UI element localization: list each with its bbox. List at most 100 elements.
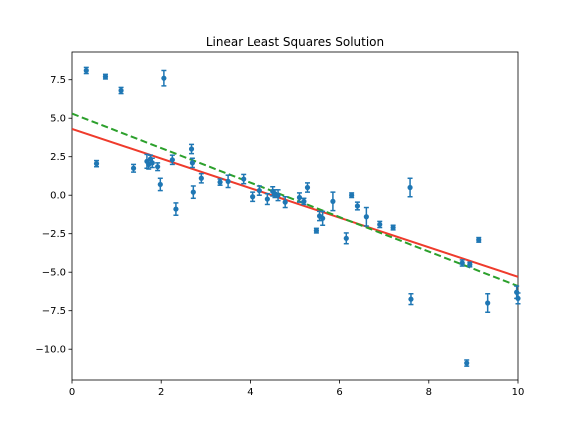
point-marker	[225, 178, 231, 184]
point-marker	[304, 184, 311, 191]
data-point	[102, 73, 109, 80]
data-point	[320, 210, 326, 226]
data-point	[275, 189, 281, 202]
data-point	[408, 293, 414, 306]
x-tick-label: 6	[336, 387, 342, 398]
data-point	[459, 259, 465, 267]
point-marker	[83, 67, 89, 74]
x-tick-label: 4	[247, 387, 253, 398]
x-tick-label: 0	[69, 387, 75, 398]
data-point	[407, 177, 413, 198]
point-marker	[330, 198, 336, 204]
point-marker	[459, 260, 465, 266]
point-marker	[149, 160, 155, 166]
plot-area	[71, 51, 519, 381]
point-marker	[241, 176, 247, 182]
point-marker	[377, 221, 383, 228]
data-point	[118, 86, 124, 95]
point-marker	[476, 237, 482, 243]
data-point	[343, 232, 349, 245]
point-marker	[93, 161, 100, 167]
y-tick-label: −10.0	[35, 345, 66, 356]
data-point	[241, 173, 247, 185]
point-marker	[169, 157, 175, 163]
point-marker	[250, 194, 256, 200]
point-marker	[190, 189, 196, 195]
y-tick-label: −7.5	[42, 306, 66, 317]
data-point	[130, 163, 137, 173]
x-tick-label: 10	[512, 387, 525, 398]
x-tick-label: 8	[426, 387, 432, 398]
data-point	[173, 202, 179, 216]
data-point	[190, 185, 196, 200]
point-marker	[188, 146, 195, 152]
point-marker	[407, 184, 413, 191]
point-marker	[256, 187, 262, 194]
data-point	[464, 359, 470, 367]
y-tick-label: −2.5	[42, 229, 66, 240]
point-marker	[155, 164, 161, 170]
point-marker	[296, 194, 303, 201]
x-axis: 0 2 4 6 8 10	[69, 380, 525, 398]
point-marker	[313, 228, 320, 234]
point-marker	[275, 192, 281, 198]
y-axis: 7.5 5.0 2.5 0.0 −2.5 −5.0 −7.5 −10.0	[35, 75, 72, 356]
data-point	[313, 227, 320, 234]
x-tick-label: 2	[158, 387, 164, 398]
data-point	[515, 292, 521, 305]
data-point	[155, 162, 161, 172]
data-point	[198, 172, 204, 184]
point-marker	[464, 360, 470, 366]
point-marker	[102, 74, 109, 80]
point-marker	[349, 192, 355, 198]
data-point	[256, 185, 262, 196]
data-point	[330, 191, 336, 212]
data-point	[282, 196, 288, 209]
data-point	[93, 159, 100, 168]
data-point	[83, 66, 89, 75]
point-marker	[157, 181, 163, 188]
data-point	[189, 157, 196, 169]
data-point	[264, 192, 270, 206]
point-marker	[390, 224, 396, 231]
data-point	[161, 69, 167, 87]
point-marker	[264, 196, 270, 202]
data-point	[304, 182, 311, 193]
point-marker	[467, 261, 473, 268]
point-marker	[130, 165, 137, 171]
point-marker	[189, 160, 196, 166]
data-point	[467, 261, 473, 268]
data-point	[296, 192, 303, 203]
chart-title: Linear Least Squares Solution	[206, 35, 384, 49]
point-marker	[485, 300, 491, 306]
data-point	[485, 293, 491, 313]
data-point	[476, 236, 482, 243]
point-marker	[515, 295, 521, 301]
point-marker	[354, 203, 361, 209]
point-marker	[343, 235, 349, 241]
fit-lines	[72, 112, 518, 287]
data-point	[349, 192, 355, 199]
point-marker	[217, 179, 223, 185]
solid-fit-line	[72, 128, 518, 278]
point-marker	[282, 199, 288, 205]
data-point	[390, 224, 396, 231]
point-marker	[320, 215, 326, 221]
y-tick-label: 7.5	[50, 75, 66, 86]
point-marker	[198, 175, 204, 181]
point-marker	[363, 214, 369, 220]
data-point	[188, 143, 195, 155]
data-point	[169, 154, 175, 166]
y-tick-label: 5.0	[50, 114, 66, 125]
dashed-fit-line	[72, 112, 518, 287]
data-point	[149, 157, 155, 169]
point-marker	[118, 87, 124, 94]
point-marker	[173, 206, 179, 212]
point-marker	[301, 198, 307, 204]
point-marker	[408, 296, 414, 302]
y-tick-label: 2.5	[50, 152, 66, 163]
data-point	[301, 197, 307, 206]
data-point	[225, 174, 231, 189]
data-point	[157, 177, 163, 192]
